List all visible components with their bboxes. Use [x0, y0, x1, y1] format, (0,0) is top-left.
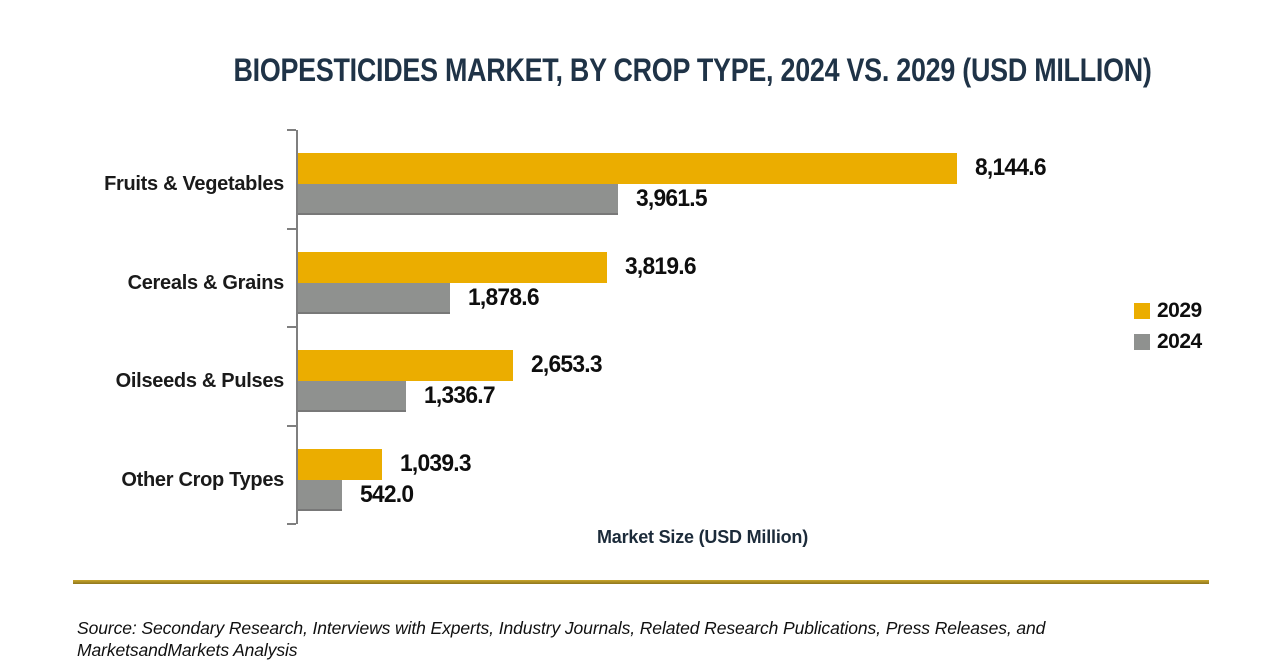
- value-label-2029-oilseeds-pulses: 2,653.3: [531, 351, 603, 378]
- category-label: Cereals & Grains: [127, 272, 285, 294]
- legend-swatch-2029: [1134, 303, 1150, 319]
- bar-2029-other-crop-types: [298, 449, 382, 480]
- bar-2024-oilseeds-pulses: [298, 381, 406, 412]
- legend-swatch-2024: [1134, 334, 1150, 350]
- bar-2024-fruits-vegetables: [298, 184, 618, 215]
- legend-item-2024: 2024: [1134, 331, 1202, 353]
- legend-label-2024: 2024: [1157, 330, 1202, 353]
- y-axis-line: [296, 130, 298, 524]
- value-label-2029-cereals-grains: 3,819.6: [625, 253, 697, 280]
- value-label-2024-oilseeds-pulses: 1,336.7: [424, 382, 496, 409]
- divider-line: [73, 580, 1209, 584]
- value-label-2024-cereals-grains: 1,878.6: [468, 284, 540, 311]
- category-label: Fruits & Vegetables: [104, 173, 284, 195]
- chart-title-text: BIOPESTICIDES MARKET, BY CROP TYPE, 2024…: [233, 52, 1153, 88]
- value-label-2029-fruits-vegetables: 8,144.6: [975, 154, 1047, 181]
- axis-tick: [287, 425, 296, 427]
- chart-title: BIOPESTICIDES MARKET, BY CROP TYPE, 2024…: [106, 52, 1280, 89]
- legend-label-2029: 2029: [1157, 299, 1202, 322]
- source-note: Source: Secondary Research, Interviews w…: [77, 617, 1046, 660]
- bar-2024-cereals-grains: [298, 283, 450, 314]
- category-label: Oilseeds & Pulses: [115, 370, 285, 392]
- value-label-2024-other-crop-types: 542.0: [360, 481, 414, 508]
- axis-tick: [287, 129, 296, 131]
- bar-2029-cereals-grains: [298, 252, 607, 283]
- x-axis-title: Market Size (USD Million): [596, 527, 809, 547]
- value-label-2024-fruits-vegetables: 3,961.5: [636, 185, 708, 212]
- axis-tick: [287, 326, 296, 328]
- value-label-2029-other-crop-types: 1,039.3: [400, 450, 472, 477]
- bar-2024-other-crop-types: [298, 480, 342, 511]
- axis-tick: [287, 523, 296, 525]
- bar-2029-fruits-vegetables: [298, 153, 957, 184]
- category-label: Other Crop Types: [121, 469, 284, 491]
- bar-2029-oilseeds-pulses: [298, 350, 513, 381]
- legend-item-2029: 2029: [1134, 300, 1202, 322]
- axis-tick: [287, 228, 296, 230]
- legend: 2029 2024: [1134, 300, 1202, 362]
